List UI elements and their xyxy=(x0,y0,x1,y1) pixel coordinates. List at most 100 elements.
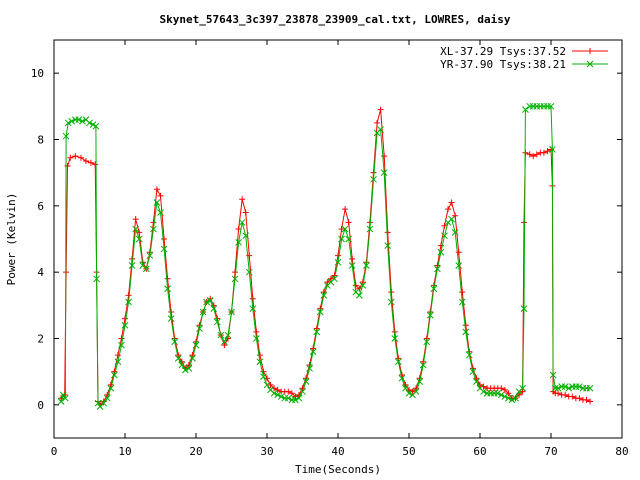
data-point xyxy=(153,199,161,206)
data-point xyxy=(522,106,529,114)
data-point xyxy=(345,219,352,226)
data-point xyxy=(521,219,528,226)
data-point xyxy=(62,394,69,402)
x-tick-label: 50 xyxy=(402,445,415,458)
data-point xyxy=(561,383,569,390)
data-point xyxy=(285,388,292,395)
data-point xyxy=(458,298,466,306)
data-point xyxy=(132,216,139,223)
data-point xyxy=(437,248,445,256)
data-point xyxy=(288,390,295,397)
legend-swatch-marker xyxy=(587,48,593,54)
legend: XL-37.29 Tsys:37.52 YR-37.90 Tsys:38.21 xyxy=(440,45,608,71)
data-point xyxy=(199,308,207,316)
data-point xyxy=(316,308,324,316)
data-point xyxy=(150,225,157,233)
data-point xyxy=(174,355,182,362)
data-point xyxy=(352,282,359,289)
data-point xyxy=(549,146,556,153)
data-point xyxy=(164,285,171,293)
data-point xyxy=(118,335,125,342)
data-point xyxy=(306,364,313,372)
x-tick-label: 40 xyxy=(331,445,344,458)
data-point xyxy=(64,119,72,127)
y-tick-label: 2 xyxy=(37,333,44,346)
data-point xyxy=(157,192,164,199)
legend-label-xl: XL-37.29 Tsys:37.52 xyxy=(440,45,566,58)
legend-label-yr: YR-37.90 Tsys:38.21 xyxy=(440,58,566,71)
data-point xyxy=(569,393,576,400)
data-point xyxy=(398,374,406,382)
data-point xyxy=(462,328,470,336)
data-point xyxy=(402,384,409,392)
data-point xyxy=(309,348,317,356)
data-point xyxy=(426,311,434,319)
x-axis: 0 10 20 30 40 50 60 70 80 xyxy=(51,40,629,458)
data-point xyxy=(245,268,253,276)
data-point xyxy=(210,305,218,313)
x-tick-label: 30 xyxy=(260,445,273,458)
data-point xyxy=(338,226,345,233)
data-point xyxy=(349,255,356,262)
y-tick-label: 8 xyxy=(37,134,44,147)
data-point xyxy=(260,373,267,380)
data-point xyxy=(497,391,505,399)
data-point xyxy=(334,258,342,266)
x-axis-label: Time(Seconds) xyxy=(295,463,381,476)
data-point xyxy=(256,352,263,359)
data-point xyxy=(263,381,271,389)
data-point xyxy=(221,338,228,346)
data-point xyxy=(57,398,65,405)
data-point xyxy=(441,232,448,240)
data-point xyxy=(235,238,242,246)
data-point xyxy=(335,252,341,259)
data-point xyxy=(562,391,569,398)
data-point xyxy=(82,158,89,165)
data-point xyxy=(338,235,345,243)
data-point xyxy=(554,384,562,392)
data-point xyxy=(551,384,559,392)
data-point xyxy=(252,335,260,342)
data-point xyxy=(394,358,402,366)
data-point xyxy=(94,399,102,407)
data-point xyxy=(142,265,150,273)
x-tick-label: 70 xyxy=(544,445,557,458)
data-point xyxy=(465,351,473,359)
y-tick-label: 4 xyxy=(37,266,44,279)
data-point xyxy=(419,361,427,369)
data-point xyxy=(242,209,249,216)
data-point xyxy=(455,262,463,269)
data-point xyxy=(508,396,516,404)
data-point xyxy=(239,196,246,203)
data-point xyxy=(267,381,274,388)
data-point xyxy=(72,153,79,160)
data-point xyxy=(576,383,583,390)
data-point xyxy=(92,161,99,168)
x-tick-label: 10 xyxy=(118,445,131,458)
data-point xyxy=(270,389,278,397)
data-point xyxy=(192,341,200,349)
data-point xyxy=(381,153,388,160)
data-point xyxy=(576,395,583,402)
data-point xyxy=(122,315,128,322)
data-point xyxy=(292,396,299,404)
data-point xyxy=(161,236,168,242)
data-point xyxy=(384,242,392,249)
data-point xyxy=(341,225,349,233)
data-point xyxy=(100,399,108,407)
data-point xyxy=(274,391,282,399)
data-point xyxy=(62,132,70,140)
data-point xyxy=(391,335,399,342)
data-point xyxy=(221,342,228,349)
data-point xyxy=(342,206,349,213)
data-point xyxy=(313,328,321,336)
data-point xyxy=(168,308,175,315)
data-point xyxy=(473,378,480,385)
data-point xyxy=(423,338,431,346)
data-point xyxy=(501,393,509,400)
data-point xyxy=(583,396,590,403)
data-point xyxy=(355,292,363,299)
legend-swatch-marker xyxy=(586,60,594,68)
data-point xyxy=(203,298,211,306)
y-tick-label: 6 xyxy=(37,200,44,213)
